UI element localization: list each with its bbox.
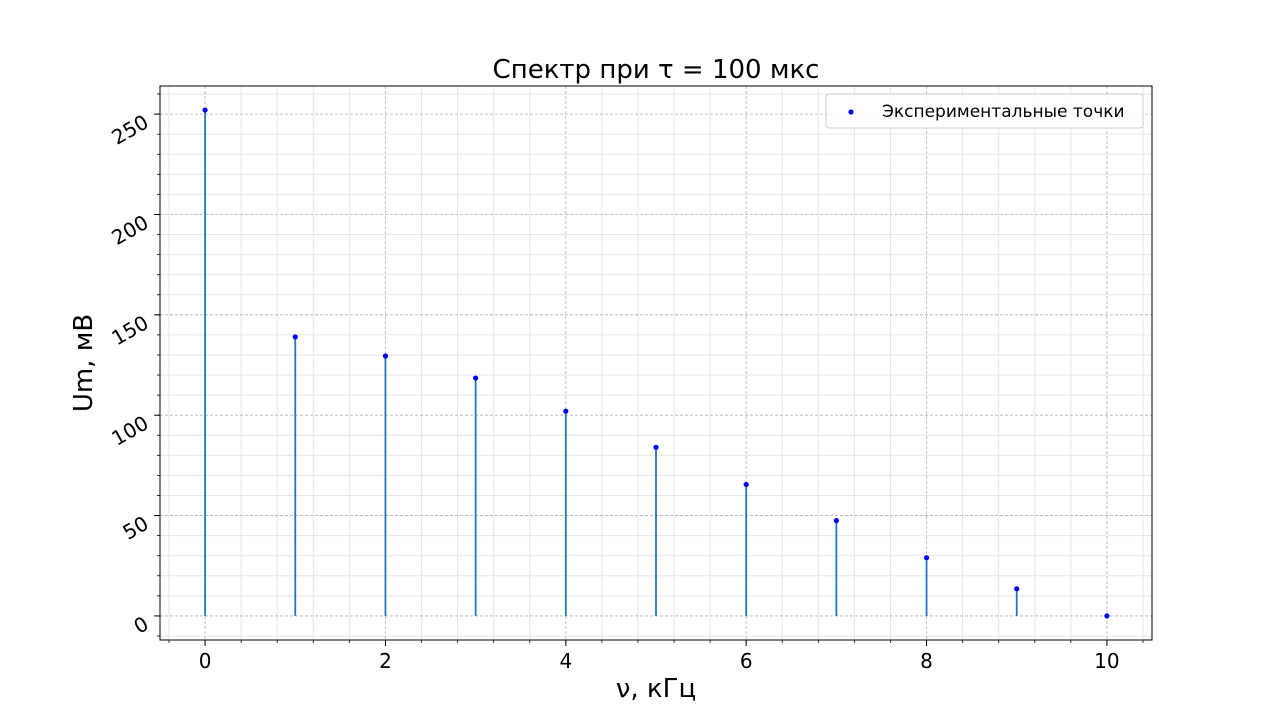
stem-lines <box>204 110 1018 616</box>
x-tick-label: 6 <box>740 649 753 673</box>
x-tick-label: 4 <box>559 649 572 673</box>
legend-box <box>825 93 1144 129</box>
data-point <box>653 444 659 450</box>
x-tick-label: 2 <box>379 649 392 673</box>
x-axis-label: ν, кГц <box>616 674 696 704</box>
data-point <box>382 353 389 359</box>
y-tick-label: 250 <box>107 110 152 150</box>
x-axis-ticks: 0 2 4 6 8 10 <box>168 640 1144 673</box>
data-point <box>202 107 208 113</box>
data-point <box>292 334 298 340</box>
y-tick-label: 150 <box>107 310 152 350</box>
legend-label: Экспериментальные точки <box>882 102 1125 122</box>
data-point <box>923 555 930 561</box>
y-axis-label: Um, мВ <box>69 314 99 412</box>
data-point <box>473 375 479 381</box>
plot-frame <box>159 85 1153 641</box>
y-tick-label: 50 <box>118 511 152 545</box>
legend-marker <box>848 109 854 115</box>
data-point <box>563 408 569 414</box>
data-markers <box>202 107 1110 619</box>
x-tick-label: 8 <box>920 649 933 673</box>
y-tick-label: 100 <box>107 411 152 451</box>
x-tick-label: 0 <box>199 649 212 673</box>
data-point <box>743 481 749 488</box>
x-tick-label: 10 <box>1094 649 1119 673</box>
y-tick-label: 0 <box>129 611 152 638</box>
data-point <box>1104 613 1110 619</box>
data-point <box>833 517 839 524</box>
chart-title: Спектр при τ = 100 мкс <box>493 55 820 85</box>
y-tick-label: 200 <box>107 210 152 250</box>
y-axis-ticks: 0 50 100 150 200 250 <box>107 93 160 639</box>
legend: Экспериментальные точки <box>825 93 1144 129</box>
data-point <box>1014 586 1020 592</box>
